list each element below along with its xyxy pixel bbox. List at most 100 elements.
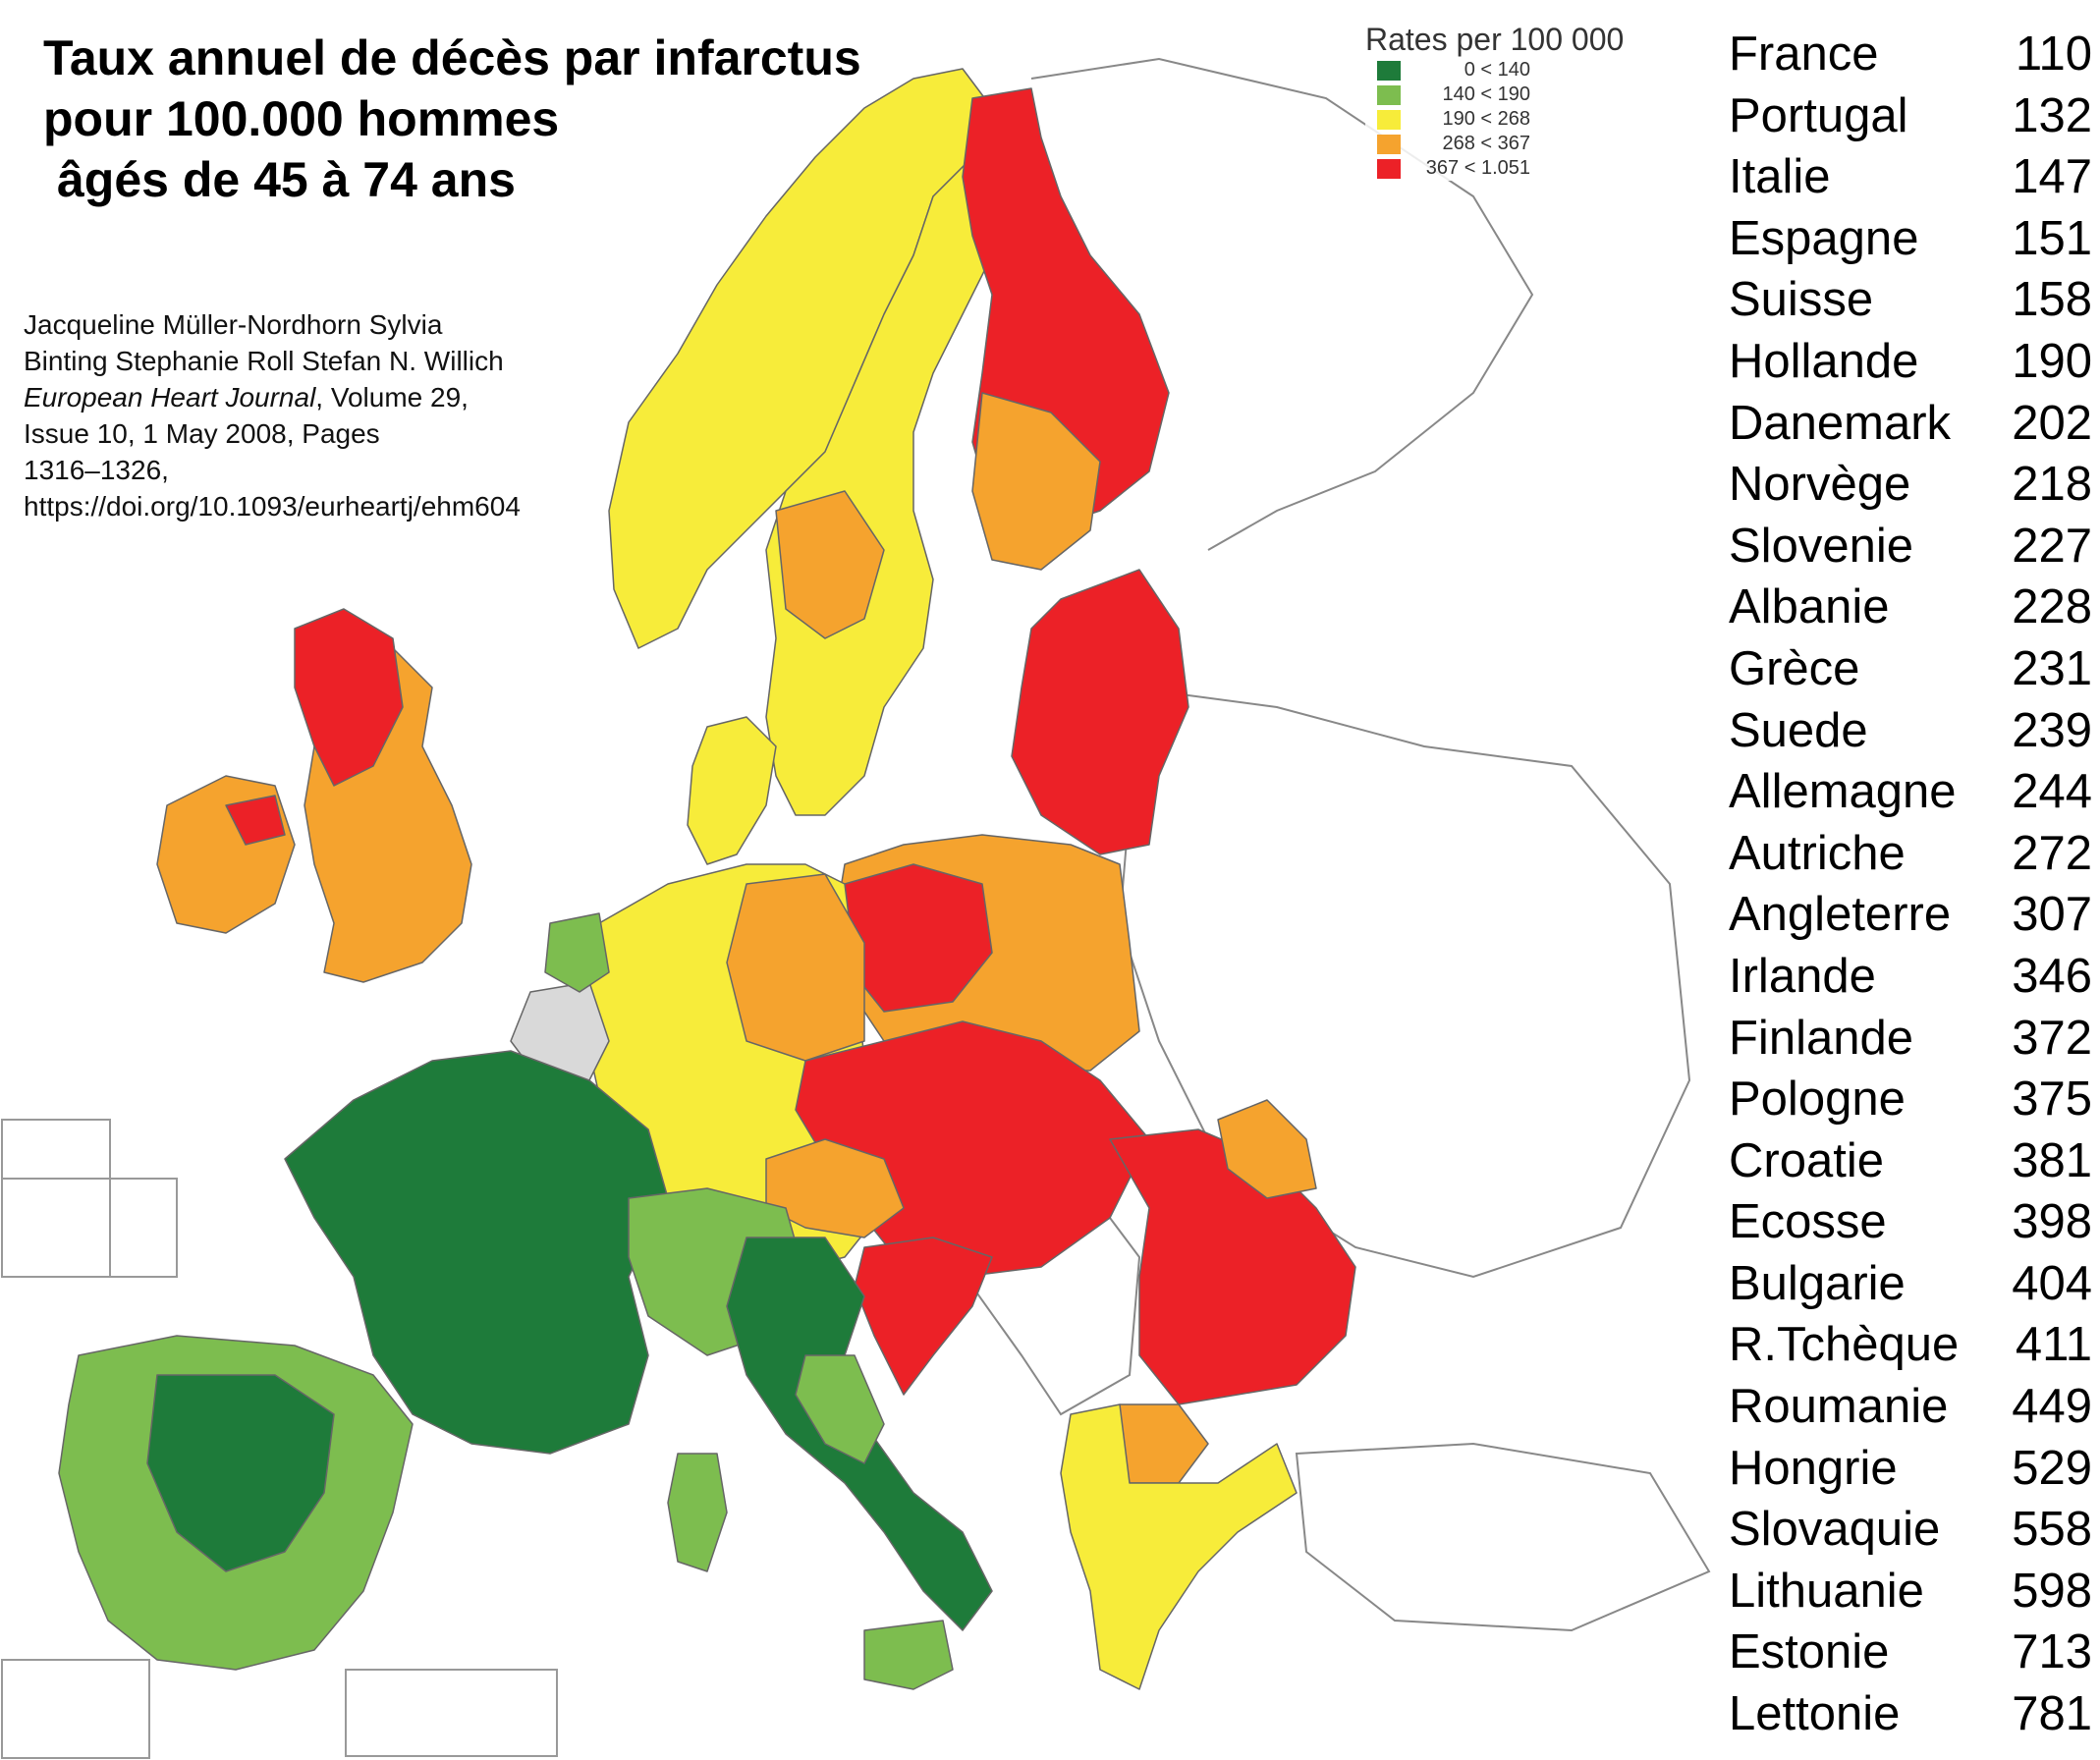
country-row: Croatie 381: [1729, 1130, 2092, 1192]
country-row: Autriche 272: [1729, 823, 2092, 885]
country-rate-value: 231: [2012, 641, 2092, 695]
outline-russia-belarus-ukraine: [1118, 686, 1691, 1279]
country-rate-value: 202: [2012, 396, 2092, 450]
region-sweden-orange: [775, 490, 885, 639]
country-row: Italie 147: [1729, 146, 2092, 208]
citation-doi: https://doi.org/10.1093/eurheartj/ehm604: [24, 491, 521, 522]
country-row: Danemark 202: [1729, 393, 2092, 455]
country-rate-list: France 110 Portugal 132 Italie 147 Espagne 151 S…: [1729, 24, 2092, 1745]
legend-label: 190 < 268: [1442, 108, 1530, 130]
country-row: Hongrie 529: [1729, 1438, 2092, 1500]
country-name: Norvège: [1729, 458, 1911, 512]
title-line-2: pour 100.000 hommes: [43, 91, 560, 146]
country-name: Autriche: [1729, 826, 1906, 880]
europe-map: [1, 57, 1711, 1759]
country-row: Suisse 158: [1729, 269, 2092, 331]
legend-label: 268 < 367: [1442, 133, 1530, 154]
inset-box-5: [345, 1669, 558, 1757]
legend-label: 0 < 140: [1464, 59, 1530, 81]
region-sweden: [765, 156, 993, 816]
inset-box-4: [1, 1659, 150, 1759]
country-name: Estonie: [1729, 1625, 1890, 1679]
legend-label: 367 < 1.051: [1425, 157, 1530, 179]
country-name: Croatie: [1729, 1133, 1884, 1187]
country-rate-value: 375: [2012, 1072, 2092, 1127]
country-row: Lithuanie 598: [1729, 1561, 2092, 1622]
country-row: Albanie 228: [1729, 577, 2092, 638]
citation-authors-1: Jacqueline Müller-Nordhorn Sylvia: [24, 309, 443, 340]
country-name: Allemagne: [1729, 765, 1957, 819]
country-row: Bulgarie 404: [1729, 1253, 2092, 1315]
region-northern-ireland: [225, 795, 286, 846]
inset-box-3: [109, 1178, 178, 1278]
inset-box-1: [1, 1119, 111, 1180]
country-name: Albanie: [1729, 580, 1890, 634]
legend: Rates per 100 000 0 < 140 140 < 190 190 < …: [1365, 22, 1625, 181]
country-row: Estonie 713: [1729, 1622, 2092, 1683]
region-greece: [1060, 1403, 1298, 1690]
legend-swatch: [1377, 134, 1401, 154]
country-name: Espagne: [1729, 211, 1919, 265]
legend-label: 140 < 190: [1442, 83, 1530, 105]
country-rate-value: 404: [2012, 1256, 2092, 1310]
country-name: Lithuanie: [1729, 1564, 1924, 1618]
region-finland-south: [971, 392, 1101, 571]
region-romania-orange: [1217, 1099, 1317, 1199]
region-scotland: [294, 608, 404, 787]
country-rate-value: 147: [2012, 150, 2092, 204]
country-name: Portugal: [1729, 88, 1908, 142]
country-rate-value: 110: [2015, 28, 2092, 81]
country-rate-value: 449: [2012, 1380, 2092, 1434]
country-name: Irlande: [1729, 949, 1876, 1003]
country-name: Bulgarie: [1729, 1256, 1906, 1310]
country-rate-value: 272: [2012, 826, 2092, 880]
country-name: Lettonie: [1729, 1687, 1901, 1741]
country-rate-value: 239: [2012, 703, 2092, 757]
country-name: Ecosse: [1729, 1195, 1887, 1249]
country-row: Lettonie 781: [1729, 1683, 2092, 1745]
country-rate-value: 132: [2012, 88, 2092, 142]
legend-item: 367 < 1.051: [1377, 156, 1624, 181]
country-name: Suisse: [1729, 273, 1874, 327]
region-spain-dark: [146, 1374, 335, 1572]
country-rate-value: 307: [2012, 888, 2092, 942]
country-row: Ecosse 398: [1729, 1191, 2092, 1253]
citation-journal: European Heart Journal: [24, 382, 316, 412]
citation: Jacqueline Müller-Nordhorn Sylvia Bintin…: [24, 306, 521, 524]
country-rate-value: 190: [2012, 334, 2092, 388]
country-row: Irlande 346: [1729, 946, 2092, 1008]
country-row: R.Tchèque 411: [1729, 1314, 2092, 1376]
legend-item: 268 < 367: [1377, 132, 1624, 156]
country-rate-value: 398: [2012, 1195, 2092, 1249]
region-sicily: [863, 1620, 954, 1690]
region-netherlands: [544, 912, 610, 993]
region-france: [284, 1050, 669, 1455]
legend-swatch: [1377, 60, 1401, 81]
region-estonia-latvia-lithuania: [1011, 569, 1189, 855]
country-row: Suede 239: [1729, 700, 2092, 762]
country-name: Hongrie: [1729, 1441, 1898, 1495]
legend-swatch: [1377, 109, 1401, 130]
country-rate-value: 529: [2012, 1441, 2092, 1495]
country-name: Italie: [1729, 150, 1831, 204]
country-name: R.Tchèque: [1729, 1318, 1960, 1372]
country-name: Suede: [1729, 703, 1868, 757]
country-row: Portugal 132: [1729, 85, 2092, 147]
inset-boxes: [1, 1119, 558, 1759]
country-rate-value: 411: [2015, 1318, 2092, 1372]
map-title: Taux annuel de décès par infarctus pour …: [43, 28, 861, 210]
region-germany-east-orange: [726, 873, 865, 1062]
title-line-3: âgés de 45 à 74 ans: [57, 152, 516, 207]
country-rate-value: 227: [2012, 519, 2092, 573]
country-name: Finlande: [1729, 1011, 1913, 1065]
country-rate-value: 598: [2012, 1564, 2092, 1618]
citation-issue: Issue 10, 1 May 2008, Pages: [24, 418, 380, 449]
country-name: Slovenie: [1729, 519, 1913, 573]
country-rate-value: 158: [2012, 273, 2092, 327]
country-rate-value: 346: [2012, 949, 2092, 1003]
inset-box-2: [1, 1178, 111, 1278]
region-italy-centre: [795, 1354, 885, 1464]
country-row: Norvège 218: [1729, 454, 2092, 516]
country-row: Pologne 375: [1729, 1069, 2092, 1130]
title-line-1: Taux annuel de décès par infarctus: [43, 30, 861, 85]
